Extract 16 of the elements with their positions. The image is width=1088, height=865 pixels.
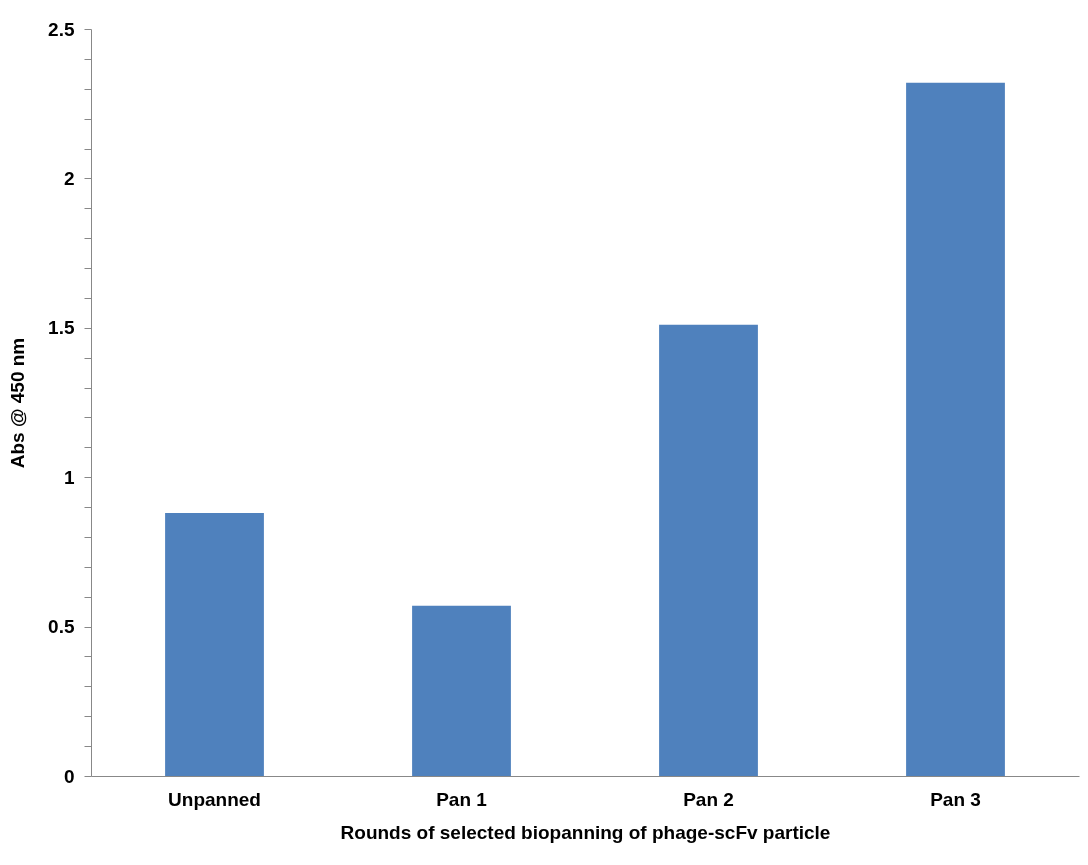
x-axis-title: Rounds of selected biopanning of phage-scFv particle <box>340 821 831 843</box>
y-axis-title: Abs @ 450 nm <box>7 337 29 469</box>
x-tick-label: Unpanned <box>168 788 261 810</box>
y-tick-label: 1.5 <box>48 317 75 339</box>
bar <box>659 324 758 776</box>
y-tick-label: 1 <box>63 466 75 488</box>
y-tick-label: 2 <box>63 167 75 189</box>
x-tick-label: Pan 1 <box>436 788 488 810</box>
x-tick-label: Pan 2 <box>683 788 734 810</box>
x-tick-label: Pan 3 <box>930 788 981 810</box>
y-tick-label: 2.5 <box>48 18 75 40</box>
y-tick-label: 0.5 <box>48 616 75 638</box>
bar <box>906 82 1005 776</box>
bar <box>412 605 511 776</box>
bar <box>165 513 264 776</box>
y-tick-label: 0 <box>63 765 75 787</box>
